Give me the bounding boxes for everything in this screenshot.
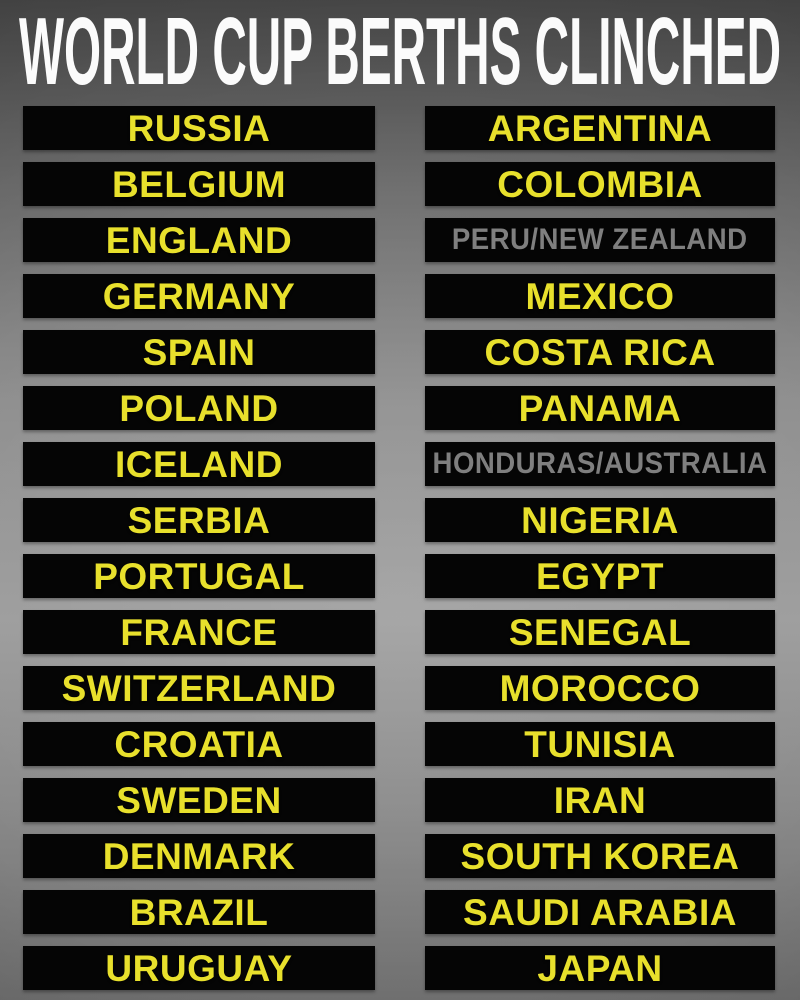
team-bar-germany: GERMANY	[23, 274, 375, 318]
header: WORLD CUP BERTHS CLINCHED	[0, 0, 800, 106]
team-label: BRAZIL	[129, 891, 269, 933]
team-label: URUGUAY	[105, 947, 293, 989]
team-bar-costa-rica: COSTA RICA	[425, 330, 775, 374]
team-bar-tunisia: TUNISIA	[425, 722, 775, 766]
team-bar-colombia: COLOMBIA	[425, 162, 775, 206]
team-bar-morocco: MOROCCO	[425, 666, 775, 710]
team-label: SWEDEN	[116, 779, 282, 821]
team-bar-portugal: PORTUGAL	[23, 554, 375, 598]
team-bar-england: ENGLAND	[23, 218, 375, 262]
teams-grid: RUSSIA ARGENTINA BELGIUM COLOMBIA ENGLAN…	[0, 106, 800, 990]
team-label: GERMANY	[102, 275, 296, 317]
team-label: CROATIA	[114, 723, 284, 765]
team-label: BELGIUM	[111, 163, 287, 205]
team-label: JAPAN	[537, 947, 663, 989]
team-bar-iran: IRAN	[425, 778, 775, 822]
team-label: ENGLAND	[105, 219, 293, 261]
team-label: SWITZERLAND	[61, 667, 337, 709]
team-label: RUSSIA	[127, 107, 271, 149]
team-bar-croatia: CROATIA	[23, 722, 375, 766]
team-label: SAUDI ARABIA	[463, 891, 737, 933]
title-graphic: WORLD CUP BERTHS CLINCHED	[19, 0, 781, 100]
team-bar-poland: POLAND	[23, 386, 375, 430]
team-label: ICELAND	[115, 443, 283, 485]
team-bar-peru-new-zealand-playoff: PERU/NEW ZEALAND	[425, 218, 775, 262]
team-bar-spain: SPAIN	[23, 330, 375, 374]
team-label: SOUTH KOREA	[460, 835, 740, 877]
team-bar-saudi-arabia: SAUDI ARABIA	[425, 890, 775, 934]
team-bar-russia: RUSSIA	[23, 106, 375, 150]
team-bar-panama: PANAMA	[425, 386, 775, 430]
team-label: PERU/NEW ZEALAND	[452, 223, 748, 256]
team-bar-brazil: BRAZIL	[23, 890, 375, 934]
team-label: ARGENTINA	[487, 107, 713, 149]
team-label: DENMARK	[102, 835, 296, 877]
team-bar-serbia: SERBIA	[23, 498, 375, 542]
team-label: SPAIN	[142, 331, 256, 373]
team-label: IRAN	[553, 779, 647, 821]
team-bar-belgium: BELGIUM	[23, 162, 375, 206]
team-bar-south-korea: SOUTH KOREA	[425, 834, 775, 878]
team-label: COLOMBIA	[497, 163, 703, 205]
team-bar-iceland: ICELAND	[23, 442, 375, 486]
team-label: HONDURAS/AUSTRALIA	[432, 447, 768, 480]
team-bar-mexico: MEXICO	[425, 274, 775, 318]
team-bar-uruguay: URUGUAY	[23, 946, 375, 990]
team-label: SENEGAL	[508, 611, 692, 653]
team-bar-honduras-australia-playoff: HONDURAS/AUSTRALIA	[425, 442, 775, 486]
team-bar-argentina: ARGENTINA	[425, 106, 775, 150]
team-bar-sweden: SWEDEN	[23, 778, 375, 822]
team-bar-japan: JAPAN	[425, 946, 775, 990]
team-label: FRANCE	[120, 611, 278, 653]
team-label: MEXICO	[525, 275, 675, 317]
team-bar-senegal: SENEGAL	[425, 610, 775, 654]
team-bar-nigeria: NIGERIA	[425, 498, 775, 542]
team-bar-denmark: DENMARK	[23, 834, 375, 878]
team-label: MOROCCO	[499, 667, 701, 709]
team-label: NIGERIA	[521, 499, 679, 541]
team-bar-france: FRANCE	[23, 610, 375, 654]
team-bar-switzerland: SWITZERLAND	[23, 666, 375, 710]
team-bar-egypt: EGYPT	[425, 554, 775, 598]
team-label: POLAND	[119, 387, 279, 429]
team-label: PORTUGAL	[93, 555, 305, 597]
team-label: PANAMA	[518, 387, 682, 429]
team-label: SERBIA	[127, 499, 271, 541]
team-label: EGYPT	[536, 555, 664, 597]
team-label: TUNISIA	[524, 723, 676, 765]
team-label: COSTA RICA	[484, 331, 716, 373]
page-title: WORLD CUP BERTHS CLINCHED	[19, 0, 781, 100]
